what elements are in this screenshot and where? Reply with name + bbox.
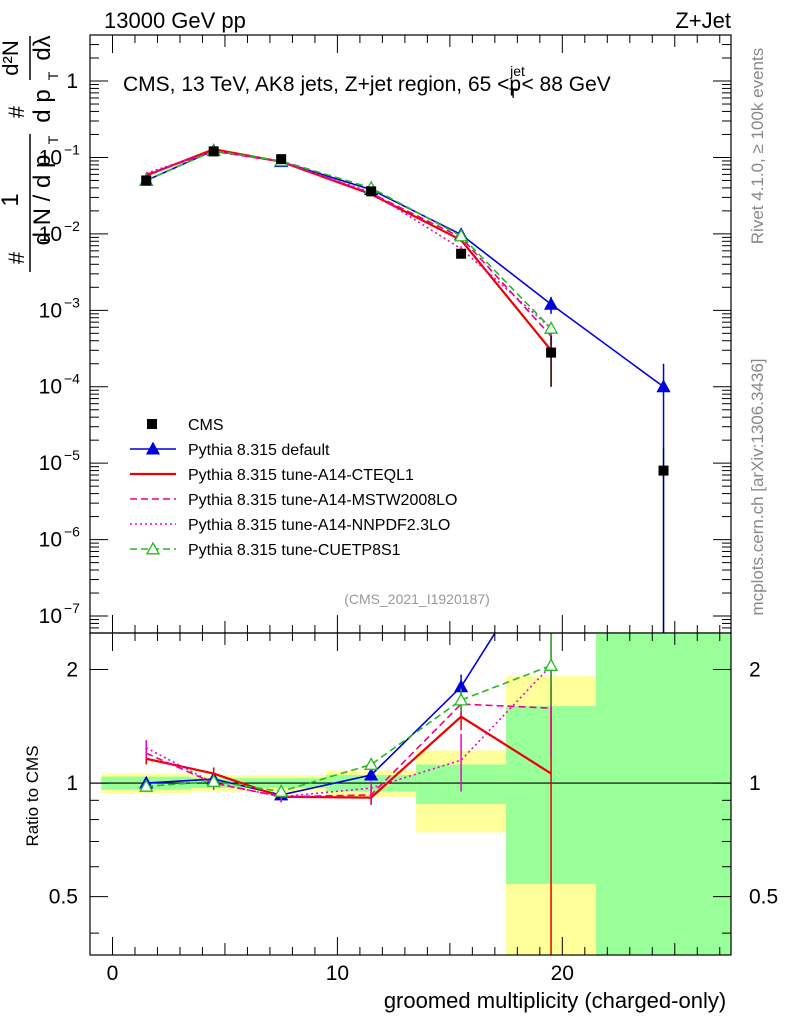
legend-label-mstw: Pythia 8.315 tune-A14-MSTW2008LO [188,492,457,509]
ratio-xtick-label: 20 [551,962,574,985]
series-line-nnpdf [145,150,552,329]
top-ytick-exp: −3 [64,294,80,310]
ratio-point-cuetp8s1 [543,658,559,671]
band-green-5 [596,633,731,955]
ylabel-hash-2: # [4,105,29,118]
chart-title-sup: jet [509,63,525,79]
top-ytick-label: 10 [39,223,62,246]
ylabel-dndpt: d N / d p [29,155,56,246]
chart-title-prefix: CMS, 13 TeV, AK8 jets, Z+jet region, 65 … [123,73,509,96]
ratio-point-cuetp8s1 [139,779,154,792]
ratio-xtick-label: 0 [107,962,119,985]
ratio-ytick-label-right: 1 [749,772,761,795]
series-point-cuetp8s1 [543,321,559,334]
legend: CMS Pythia 8.315 default Pythia 8.315 tune… [130,417,457,559]
ratio-point-cuetp8s1 [206,774,221,787]
ratio-panel-marks [139,633,559,955]
legend-label-cms: CMS [188,417,224,434]
rivet-note: Rivet 4.1.0, ≥ 100k events [748,48,767,244]
top-ytick-exp: −7 [64,600,80,616]
ratio-point-default [364,767,379,781]
top-ytick-exp: −1 [64,141,80,157]
top-ytick-exp: −6 [64,524,80,540]
ratio-y-label: Ratio to CMS [23,745,42,846]
ratio-ytick-label: 2 [66,659,78,682]
data-point [141,175,152,186]
legend-label-nnpdf: Pythia 8.315 tune-A14-NNPDF2.3LO [188,517,450,534]
series-point-cuetp8s1 [454,228,469,242]
ylabel-dlambda: dλ [29,35,56,60]
ylabel-hash-1: # [4,251,29,264]
header-right: Z+Jet [675,8,731,33]
chart-title: CMS, 13 TeV, AK8 jets, Z+jet region, 65 … [123,63,611,101]
chart-title-sub: T [509,85,518,101]
ratio-frame [89,632,732,956]
ratio-line-cuetp8s1 [146,664,552,793]
legend-marker-cms [147,419,157,429]
top-ytick-label: 1 [66,70,78,93]
top-ytick-label: 10 [39,146,62,169]
ratio-ytick-label: 1 [66,772,78,795]
ratio-ytick-label-right: 0.5 [749,886,778,909]
ratio-line-cteql1 [145,715,552,799]
ratio-point-cuetp8s1 [364,757,379,770]
data-point [456,248,467,259]
top-ytick-label: 10 [39,452,62,475]
top-ytick-exp: −5 [64,447,80,463]
top-ytick-label: 10 [39,376,62,399]
ratio-ytick-label-right: 2 [749,659,761,682]
top-ytick-label: 10 [39,605,62,628]
top-ytick-label: 10 [39,529,62,552]
x-axis-label: groomed multiplicity (charged-only) [384,988,726,1013]
series-line-cuetp8s1 [145,150,552,329]
data-point [366,186,377,197]
chart-title-p: p [509,73,521,96]
ylabel-dp: d p [29,89,56,122]
data-point [208,146,219,157]
ratio-line-mstw [145,703,552,798]
ratio-ytick-label: 0.5 [49,886,78,909]
top-panel-marks [139,143,671,633]
series-point-default [543,296,559,310]
ratio-line-nnpdf [145,664,552,798]
top-ytick-label: 10 [39,299,62,322]
chart-title-suffix: < 88 GeV [521,73,610,96]
ylabel-sub-t-2: T [45,71,61,80]
top-ytick-exp: −4 [64,371,80,387]
data-point [658,465,669,476]
ratio-xtick-label: 10 [326,962,349,985]
legend-marker-cuetp8s1 [145,541,161,555]
ratio-point-cuetp8s1 [454,692,469,706]
data-point [276,154,287,165]
mcplots-note: mcplots.cern.ch [arXiv:1306.3436] [748,358,767,615]
data-point [546,347,557,358]
legend-label-default: Pythia 8.315 default [188,442,330,459]
ylabel-d2n: d²N [0,40,23,75]
analysis-id: (CMS_2021_I1920187) [344,591,490,607]
legend-label-cteql1: Pythia 8.315 tune-A14-CTEQL1 [188,467,414,484]
ylabel-sub-t-1: T [45,135,61,144]
header-left: 13000 GeV pp [104,8,246,33]
ylabel-one: 1 [0,193,24,206]
series-point-default [656,379,671,393]
ratio-point-cuetp8s1 [274,784,289,797]
top-panel-axes: 10 −710 −610 −510 −410 −310 −210 −11 [39,34,732,634]
legend-marker-default [145,441,161,455]
top-ytick-exp: −2 [64,218,80,234]
ratio-panel-axes: 0.5 0.51 12 20 10 20 [49,632,778,985]
legend-label-cuetp8s1: Pythia 8.315 tune-CUETP8S1 [188,542,401,559]
